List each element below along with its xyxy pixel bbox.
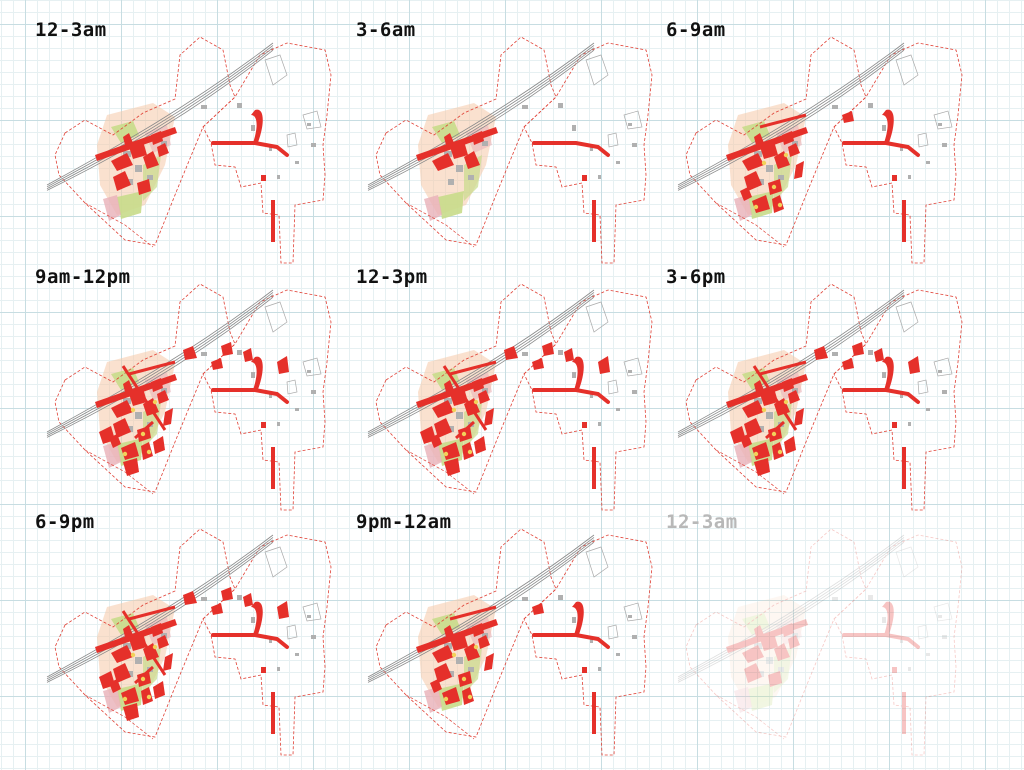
site-boundary — [54, 283, 332, 511]
time-period-label: 6-9am — [666, 19, 726, 41]
yellow-accents — [753, 399, 789, 457]
site-boundary — [375, 36, 653, 264]
rail-corridor — [677, 289, 905, 438]
activity-layer — [726, 342, 920, 489]
buildings-layer — [444, 54, 643, 185]
site-activity-map — [46, 36, 332, 264]
site-activity-map — [46, 528, 332, 756]
time-period-label: 9pm-12am — [356, 511, 452, 533]
rail-corridor — [46, 42, 274, 191]
time-period-label: 3-6pm — [666, 266, 726, 288]
activity-layer — [726, 601, 920, 734]
site-boundary — [685, 36, 963, 264]
map-panel: 12-3am — [25, 15, 337, 265]
rail-corridor — [367, 289, 595, 438]
yellow-accents — [443, 399, 479, 457]
activity-layer — [726, 109, 920, 242]
site-boundary — [54, 528, 332, 756]
yellow-accents — [443, 644, 479, 702]
rail-corridor — [46, 289, 274, 438]
map-panel: 9pm-12am — [346, 507, 658, 757]
activity-layer — [95, 587, 289, 734]
rail-corridor — [677, 534, 905, 683]
site-activity-map — [677, 283, 963, 511]
yellow-accents — [122, 399, 158, 457]
site-activity-map — [367, 36, 653, 264]
rail-corridor — [367, 534, 595, 683]
buildings-layer — [123, 54, 322, 185]
time-period-label: 12-3pm — [356, 266, 428, 288]
time-period-label: 6-9pm — [35, 511, 95, 533]
site-activity-map — [677, 528, 963, 756]
map-panel: 6-9pm — [25, 507, 337, 757]
map-panel: 3-6pm — [656, 262, 968, 512]
map-panel: 6-9am — [656, 15, 968, 265]
site-activity-map — [46, 283, 332, 511]
map-panel: 3-6am — [346, 15, 658, 265]
map-panel: 12-3pm — [346, 262, 658, 512]
buildings-layer — [754, 546, 953, 677]
site-activity-map — [677, 36, 963, 264]
activity-layer — [416, 601, 610, 734]
rail-corridor — [46, 534, 274, 683]
activity-layer — [95, 109, 289, 242]
site-activity-map — [367, 283, 653, 511]
activity-layer — [95, 342, 289, 489]
rail-corridor — [367, 42, 595, 191]
activity-layer — [416, 127, 610, 242]
time-period-label: 9am-12pm — [35, 266, 131, 288]
rail-corridor — [677, 42, 905, 191]
yellow-accents — [753, 152, 789, 210]
site-boundary — [685, 283, 963, 511]
map-panel: 9am-12pm — [25, 262, 337, 512]
map-panel: 12-3am — [656, 507, 968, 757]
landuse-layer — [728, 595, 806, 713]
time-period-label: 3-6am — [356, 19, 416, 41]
time-period-label: 12-3am — [666, 511, 738, 533]
time-period-label: 12-3am — [35, 19, 107, 41]
site-activity-map — [367, 528, 653, 756]
site-boundary — [375, 283, 653, 511]
yellow-accents — [122, 644, 158, 702]
site-boundary — [685, 528, 963, 756]
site-boundary — [54, 36, 332, 264]
site-boundary — [375, 528, 653, 756]
